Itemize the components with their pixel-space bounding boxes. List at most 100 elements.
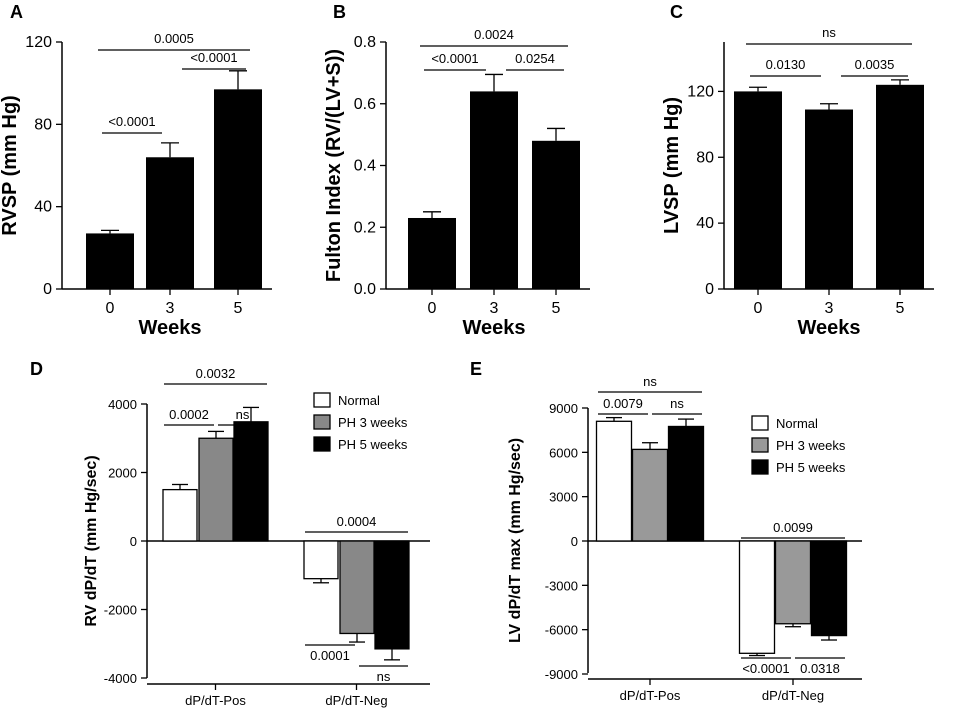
y-tick-label: -2000 (104, 603, 137, 618)
y-tick-label: 2000 (108, 466, 137, 481)
legend-swatch (313, 392, 331, 408)
bar (532, 140, 580, 289)
p-value-label: ns (670, 396, 684, 411)
bar (595, 420, 633, 542)
legend-swatch (751, 437, 769, 453)
bar (631, 448, 669, 542)
p-value-label: <0.0001 (431, 51, 478, 66)
y-tick-label: 0.2 (354, 219, 376, 236)
legend-label: PH 5 weeks (338, 437, 408, 452)
x-tick-label: dP/dT-Pos (620, 688, 681, 703)
x-tick-label: 3 (166, 300, 175, 317)
bar (774, 540, 812, 625)
p-value-label: ns (822, 25, 836, 40)
legend-label: PH 3 weeks (338, 415, 408, 430)
y-tick-label: 0.0 (354, 281, 376, 298)
legend-swatch (751, 459, 769, 475)
x-tick-label: dP/dT-Pos (185, 693, 246, 708)
p-value-label: 0.0002 (169, 407, 209, 422)
panel-label: C (670, 2, 683, 22)
bar (408, 217, 456, 289)
p-value-label: 0.0005 (154, 31, 194, 46)
y-tick-label: 9000 (549, 401, 578, 416)
x-tick-label: 5 (896, 300, 905, 317)
y-tick-label: 6000 (549, 445, 578, 460)
p-value-label: <0.0001 (742, 661, 789, 676)
y-tick-label: 0 (705, 281, 714, 298)
bar (303, 540, 339, 580)
panel-A: A 0 40 80 120 RVSP (mm Hg) 0 3 5 Weeks 0.0005 <0.00… (0, 2, 272, 339)
bar (233, 421, 269, 542)
y-axis-label: LVSP (mm Hg) (661, 97, 683, 234)
bar (876, 84, 924, 290)
panel-B: B 0.0 0.2 0.4 0.6 0.8 Fulton Index (RV/(LV+S))… (323, 2, 590, 339)
legend-swatch (751, 415, 769, 431)
y-tick-label: 40 (34, 199, 52, 216)
panel-label: D (30, 359, 43, 379)
y-tick-label: 0 (130, 534, 137, 549)
y-tick-label: -9000 (545, 667, 578, 682)
p-value-label: 0.0024 (474, 27, 514, 42)
y-tick-label: 120 (687, 83, 714, 100)
bar (667, 425, 705, 542)
legend-label: PH 5 weeks (776, 460, 846, 475)
p-value-label: 0.0035 (855, 57, 895, 72)
p-value-label: 0.0004 (337, 514, 377, 529)
legend-label: PH 3 weeks (776, 438, 846, 453)
bar (214, 89, 262, 289)
p-value-label: 0.0099 (773, 520, 813, 535)
p-value-label: 0.0254 (515, 51, 555, 66)
legend-swatch (313, 414, 331, 430)
y-tick-label: 120 (25, 34, 52, 51)
y-tick-label: 0 (43, 281, 52, 298)
panel-label: B (333, 2, 346, 22)
x-tick-label: 3 (490, 300, 499, 317)
bar (198, 437, 234, 542)
x-tick-label: 5 (552, 300, 561, 317)
y-tick-label: 0.8 (354, 34, 376, 51)
legend-label: Normal (338, 393, 380, 408)
y-tick-label: -3000 (545, 578, 578, 593)
y-tick-label: 0.6 (354, 96, 376, 113)
x-tick-label: dP/dT-Neg (762, 688, 824, 703)
y-tick-label: 4000 (108, 397, 137, 412)
x-axis-label: Weeks (797, 317, 860, 339)
y-axis-label: Fulton Index (RV/(LV+S)) (323, 49, 345, 282)
x-tick-label: 5 (234, 300, 243, 317)
p-value-label: 0.0001 (310, 648, 350, 663)
bar (146, 157, 194, 289)
bar (339, 540, 375, 635)
bar (738, 540, 776, 654)
y-tick-label: 40 (696, 215, 714, 232)
x-tick-label: dP/dT-Neg (325, 693, 387, 708)
y-axis-label: LV dP/dT max (mm Hg/sec) (507, 438, 524, 643)
p-value-label: 0.0032 (196, 366, 236, 381)
bar (162, 488, 198, 542)
p-value-label: ns (377, 669, 391, 684)
p-value-label: ns (236, 407, 250, 422)
p-value-label: 0.0318 (800, 661, 840, 676)
legend-swatch (313, 436, 331, 452)
y-tick-label: 3000 (549, 490, 578, 505)
bar (805, 109, 853, 289)
x-axis-label: Weeks (462, 317, 525, 339)
panel-E: E -9000 -6000 -3000 0 3000 6000 9000 LV dP/dT ma… (470, 359, 862, 703)
panel-D: D -4000 -2000 0 2000 4000 RV dP/dT (mm Hg/sec)… (30, 359, 430, 708)
p-value-label: 0.0079 (603, 396, 643, 411)
x-tick-label: 0 (754, 300, 763, 317)
x-tick-label: 3 (825, 300, 834, 317)
x-tick-label: 0 (106, 300, 115, 317)
p-value-label: 0.0130 (766, 57, 806, 72)
y-tick-label: -6000 (545, 623, 578, 638)
y-tick-label: -4000 (104, 671, 137, 686)
x-tick-label: 0 (428, 300, 437, 317)
p-value-label: <0.0001 (108, 114, 155, 129)
y-tick-label: 0 (571, 534, 578, 549)
panel-label: A (10, 2, 23, 22)
p-value-label: <0.0001 (190, 50, 237, 65)
bar (86, 233, 134, 289)
panel-label: E (470, 359, 482, 379)
bar (810, 540, 848, 637)
